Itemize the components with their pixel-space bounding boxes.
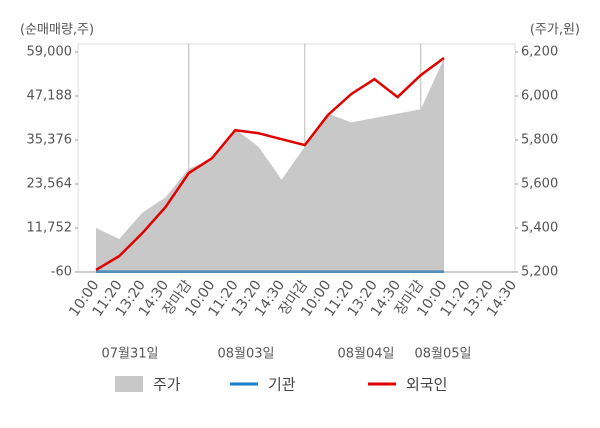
- legend-label: 기관: [268, 376, 296, 394]
- y-tick-label: 23,564: [27, 177, 73, 192]
- date-label: 08월05일: [414, 347, 471, 362]
- series-line: [95, 56, 445, 271]
- y-tick-label: 35,376: [27, 133, 73, 148]
- price-area: [96, 58, 444, 272]
- date-label: 08월04일: [337, 347, 394, 362]
- legend-label: 외국인: [406, 376, 447, 394]
- y-tick-label: 11,752: [27, 221, 73, 236]
- date-label: 07월31일: [101, 347, 158, 362]
- y-tick-label: 47,188: [27, 89, 73, 104]
- legend-label: 주가: [153, 376, 181, 394]
- date-label: 08월03일: [217, 347, 274, 362]
- y-tick-label: 59,000: [27, 45, 73, 60]
- y2-tick-label: 6,200: [521, 45, 558, 60]
- y2-tick-label: 5,400: [521, 221, 558, 236]
- y2-tick-label: 5,800: [521, 133, 558, 148]
- y-axis-title: (순매매량,주): [20, 23, 94, 38]
- y-tick-label: -60: [51, 265, 72, 280]
- y2-axis-title: (주가,원): [530, 23, 580, 38]
- y2-tick-label: 5,200: [521, 265, 558, 280]
- legend-swatch: [115, 376, 143, 392]
- y2-tick-label: 5,600: [521, 177, 558, 192]
- y2-tick-label: 6,000: [521, 89, 558, 104]
